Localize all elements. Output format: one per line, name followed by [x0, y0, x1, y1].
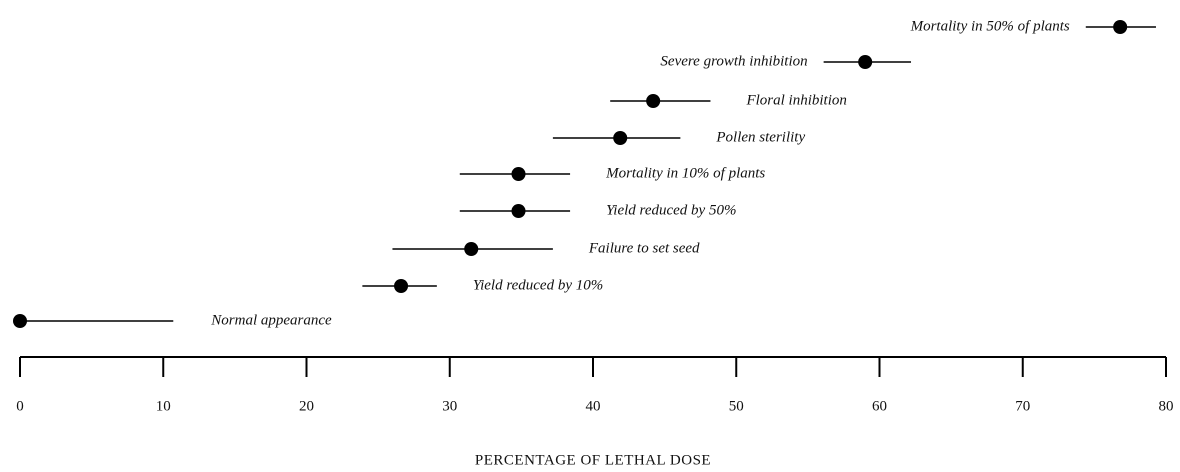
range-label: Mortality in 50% of plants — [910, 18, 1070, 34]
x-tick-label: 10 — [156, 398, 171, 414]
range-label: Normal appearance — [210, 312, 332, 328]
dot — [511, 204, 526, 218]
range-label: Mortality in 10% of plants — [605, 165, 765, 181]
dot — [858, 55, 873, 69]
range-label: Floral inhibition — [745, 92, 846, 108]
range-label: Pollen sterility — [715, 129, 805, 145]
dot — [613, 131, 628, 145]
x-tick-label: 60 — [872, 398, 887, 414]
x-tick-label: 20 — [299, 398, 314, 414]
dot — [464, 242, 479, 256]
dot — [13, 314, 27, 328]
dot — [394, 279, 409, 293]
dot — [511, 167, 526, 181]
x-tick-label: 80 — [1159, 398, 1174, 414]
x-tick-label: 40 — [586, 398, 601, 414]
x-tick-label: 30 — [442, 398, 457, 414]
range-label: Yield reduced by 10% — [473, 277, 603, 293]
dot — [1113, 20, 1128, 34]
x-tick-label: 0 — [16, 398, 24, 414]
range-label: Severe growth inhibition — [660, 53, 807, 69]
range-label: Failure to set seed — [588, 240, 700, 256]
x-tick-label: 50 — [729, 398, 744, 414]
dot — [646, 94, 661, 108]
x-axis-title: PERCENTAGE OF LETHAL DOSE — [475, 452, 711, 468]
x-tick-label: 70 — [1015, 398, 1030, 414]
range-label: Yield reduced by 50% — [606, 202, 736, 218]
